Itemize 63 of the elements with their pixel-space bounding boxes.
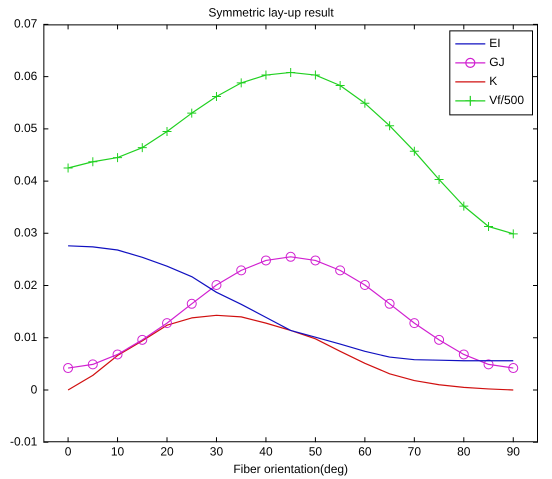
- point: [137, 142, 148, 153]
- point: [335, 80, 346, 91]
- point: [409, 318, 420, 328]
- point: [458, 349, 469, 360]
- point: [63, 163, 74, 174]
- point: [211, 91, 222, 102]
- x-tick-label: 50: [308, 444, 322, 459]
- y-tick-label: 0.03: [14, 226, 38, 240]
- point: [335, 265, 346, 276]
- point: [137, 334, 148, 345]
- point: [162, 318, 172, 328]
- y-tick-label: -0.01: [10, 434, 38, 449]
- point: [88, 359, 98, 370]
- point: [434, 174, 444, 185]
- point: [112, 152, 123, 163]
- y-tick-label: 0.06: [14, 68, 38, 83]
- y-tick-label: 0.04: [14, 173, 38, 188]
- y-tick-label: 0.02: [14, 278, 38, 292]
- point: [310, 70, 320, 80]
- point: [384, 120, 395, 131]
- point: [458, 201, 469, 212]
- point: [384, 298, 395, 309]
- point: [260, 255, 271, 266]
- x-tick-label: 30: [210, 444, 224, 459]
- point: [260, 70, 271, 80]
- x-tick-label: 40: [259, 444, 273, 459]
- legend-label: Vf/500: [489, 93, 524, 108]
- y-tick-label: 0: [30, 382, 38, 396]
- x-tick-label: 60: [358, 444, 372, 459]
- point: [162, 126, 172, 136]
- y-tick-label: 0.05: [14, 121, 38, 136]
- x-tick-label: 20: [160, 444, 174, 459]
- y-tick-label: 0.01: [14, 330, 38, 344]
- chart-title: Symmetric lay-up result: [208, 6, 334, 20]
- point: [236, 265, 246, 276]
- point: [63, 363, 74, 374]
- point: [360, 280, 370, 290]
- point: [186, 298, 197, 309]
- point: [484, 359, 494, 370]
- point: [286, 67, 296, 78]
- point: [360, 98, 370, 108]
- x-tick-label: 10: [110, 444, 125, 459]
- point: [236, 78, 246, 88]
- x-tick-label: 70: [408, 444, 422, 459]
- x-axis-title: Fiber orientation(deg): [233, 462, 348, 476]
- legend-label: EI: [489, 36, 501, 50]
- point: [211, 280, 222, 290]
- point: [186, 108, 197, 118]
- point: [310, 255, 320, 266]
- point: [112, 349, 123, 360]
- point: [508, 363, 518, 374]
- point: [484, 222, 494, 232]
- point: [508, 228, 518, 239]
- x-tick-label: 90: [506, 444, 520, 459]
- legend-label: GJ: [489, 55, 505, 70]
- point: [88, 156, 98, 167]
- x-tick-label: 80: [457, 444, 471, 459]
- point: [409, 146, 420, 156]
- point: [434, 334, 444, 345]
- point: [286, 252, 296, 262]
- y-tick-label: 0.07: [14, 16, 38, 31]
- legend-label: K: [489, 74, 498, 88]
- x-tick-label: 0: [64, 444, 72, 459]
